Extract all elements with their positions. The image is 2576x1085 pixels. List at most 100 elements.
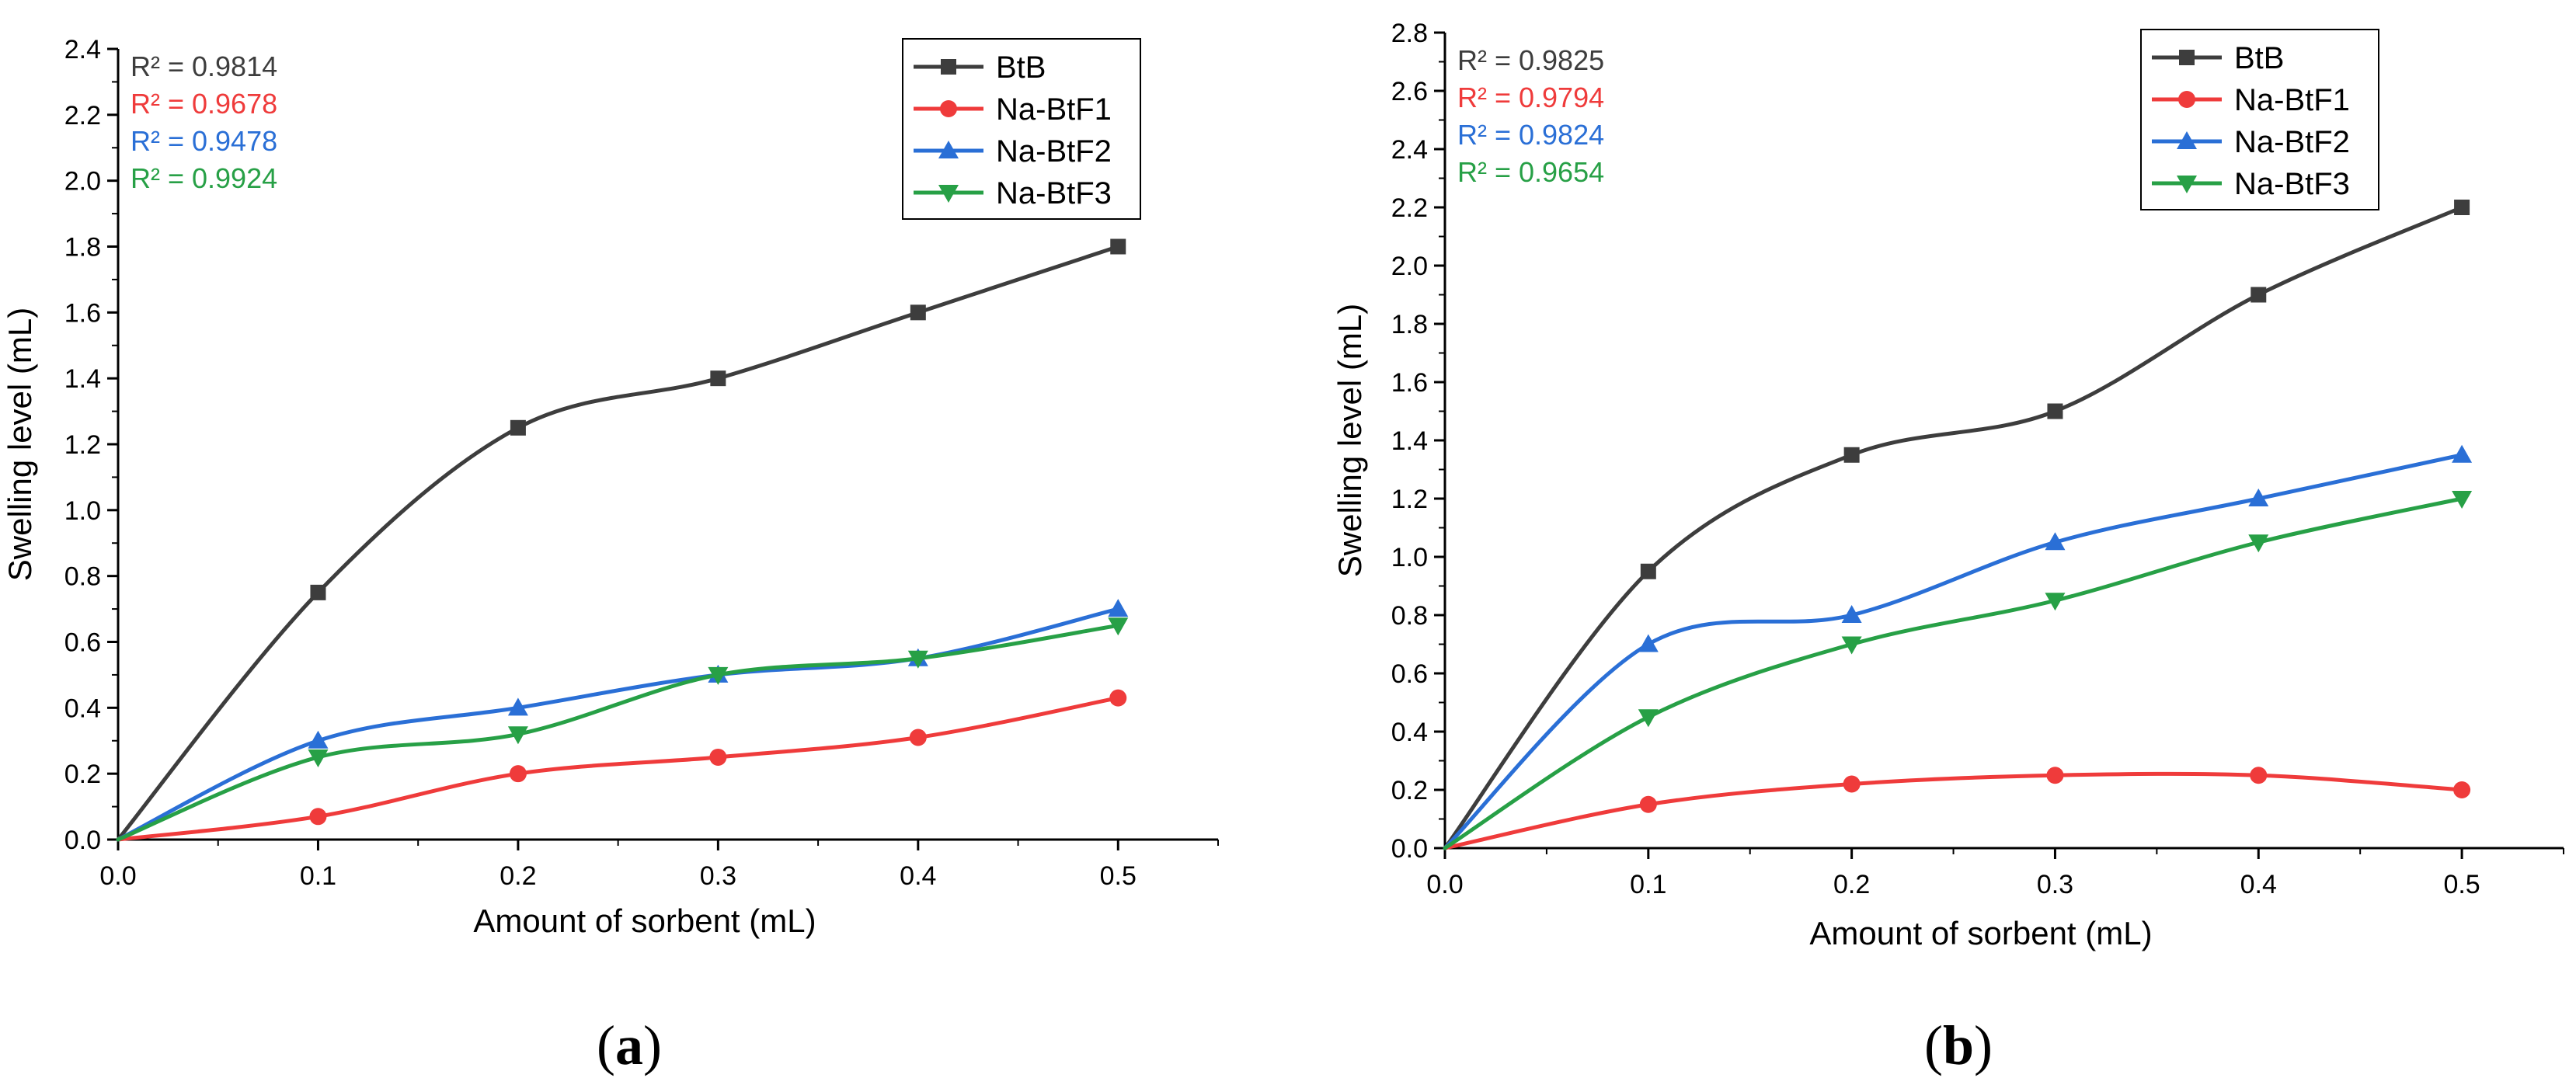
data-point-na-btf3-a: [1108, 617, 1129, 636]
y-tick-label-a: 2.4: [64, 35, 101, 64]
data-point-na-btf1-a: [709, 748, 727, 766]
x-tick-label-a: 0.0: [99, 861, 136, 891]
data-point-na-btf3-b: [2045, 593, 2066, 611]
chart-panel-b: 0.0 0.2 0.4 0.6 0.8 1.0 1.2 1.4 1.6 1.8 2.0 2.2 2.4 2…: [1332, 19, 2564, 1076]
y-tick-label-a: 0.4: [64, 694, 101, 723]
data-point-na-btf1-a: [909, 729, 927, 746]
data-point-na-btf1-a: [1109, 689, 1127, 707]
r2-label-na-btf2-b: R² = 0.9824: [1457, 119, 1604, 151]
series-line-na-btf3-a: [116, 623, 1120, 842]
r2-label-na-btf2-a: R² = 0.9478: [131, 125, 277, 157]
y-tick-label-b: 2.4: [1391, 135, 1428, 165]
data-point-na-btf1-b: [2250, 767, 2268, 784]
r2-label-btb-a: R² = 0.9814: [131, 50, 277, 82]
x-tick-label-a: 0.4: [900, 861, 936, 891]
legend-marker-btb-b: [2179, 50, 2195, 65]
x-axis-title-b: Amount of sorbent (mL): [1809, 915, 2152, 951]
legend-marker-btb-a: [941, 59, 956, 75]
series-line-na-btf1-b: [1443, 771, 2464, 850]
data-point-na-btf2-b: [2045, 532, 2066, 551]
legend-label-na-btf2-a: Na-BtF2: [996, 134, 1112, 169]
data-point-na-btf1-b: [2453, 781, 2471, 798]
series-line-na-btf1-a: [116, 696, 1120, 842]
data-point-na-btf2-b: [1638, 634, 1659, 652]
data-point-na-btf1-b: [1843, 775, 1861, 793]
y-tick-label-a: 1.2: [64, 430, 101, 460]
x-tick-label-b: 0.1: [1630, 870, 1666, 899]
r2-label-na-btf3-a: R² = 0.9924: [131, 162, 277, 194]
x-tick-label-b: 0.3: [2037, 870, 2073, 899]
data-point-na-btf3-b: [1841, 636, 1862, 655]
data-point-na-btf3-a: [507, 726, 528, 745]
legend-marker-na-btf3-a: [938, 185, 959, 203]
legend-label-na-btf2-b: Na-BtF2: [2234, 125, 2350, 159]
data-point-btb-a: [510, 419, 526, 436]
data-point-btb-a: [1110, 238, 1126, 255]
x-tick-label-a: 0.1: [300, 861, 336, 891]
y-tick-label-b: 2.8: [1391, 19, 1428, 48]
y-axis-title-a: Swelling level (mL): [2, 308, 38, 581]
legend-label-na-btf1-a: Na-BtF1: [996, 92, 1112, 127]
y-tick-label-a: 2.2: [64, 101, 101, 130]
data-point-na-btf3-a: [708, 666, 729, 685]
data-point-btb-b: [2454, 200, 2470, 215]
data-point-na-btf3-b: [2452, 491, 2473, 509]
data-point-na-btf2-a: [507, 697, 528, 716]
y-tick-label-a: 0.6: [64, 628, 101, 658]
y-tick-label-b: 2.6: [1391, 77, 1428, 106]
legend-label-btb-b: BtB: [2234, 41, 2284, 75]
y-tick-label-a: 0.8: [64, 562, 101, 592]
x-axis-title-a: Amount of sorbent (mL): [473, 902, 816, 939]
x-tick-label-a: 0.5: [1100, 861, 1137, 891]
x-tick-label-a: 0.2: [500, 861, 536, 891]
data-point-btb-b: [1640, 563, 1656, 579]
legend-label-na-btf1-b: Na-BtF1: [2234, 83, 2350, 117]
x-tick-label-a: 0.3: [700, 861, 736, 891]
data-point-btb-a: [910, 304, 926, 321]
x-tick-label-b: 0.2: [1833, 870, 1870, 899]
y-tick-label-a: 1.4: [64, 364, 101, 394]
y-tick-label-b: 1.0: [1391, 543, 1428, 572]
y-tick-label-a: 2.0: [64, 167, 101, 196]
legend-marker-na-btf3-b: [2177, 176, 2197, 193]
legend-label-na-btf3-a: Na-BtF3: [996, 176, 1112, 210]
series-line-na-btf3-b: [1443, 496, 2464, 850]
data-point-na-btf1-b: [2046, 767, 2064, 784]
legend-marker-na-btf2-a: [938, 141, 959, 158]
y-tick-label-b: 0.2: [1391, 776, 1428, 805]
y-tick-label-a: 0.2: [64, 760, 101, 789]
series-line-na-btf2-a: [116, 607, 1120, 842]
data-point-na-btf3-a: [907, 650, 928, 669]
data-point-btb-b: [2251, 287, 2267, 303]
data-point-na-btf2-a: [1108, 599, 1129, 617]
data-point-na-btf3-a: [308, 749, 329, 767]
series-line-na-btf2-b: [1443, 453, 2464, 850]
data-point-na-btf1-a: [309, 808, 327, 826]
y-tick-label-b: 1.2: [1391, 485, 1428, 514]
legend-label-na-btf3-b: Na-BtF3: [2234, 167, 2350, 201]
legend-label-btb-a: BtB: [996, 50, 1046, 85]
y-tick-label-b: 1.4: [1391, 426, 1428, 456]
y-tick-label-b: 2.2: [1391, 193, 1428, 223]
y-tick-label-a: 1.0: [64, 496, 101, 526]
r2-label-btb-b: R² = 0.9825: [1457, 44, 1604, 76]
panel-label-b: (b): [1924, 1014, 1993, 1076]
y-tick-label-a: 0.0: [64, 826, 101, 855]
data-point-na-btf3-b: [2248, 534, 2269, 553]
x-tick-label-b: 0.0: [1426, 870, 1463, 899]
y-tick-label-a: 1.6: [64, 298, 101, 328]
data-point-btb-b: [2047, 403, 2063, 419]
legend-marker-na-btf1-a: [940, 100, 957, 117]
series-line-btb-a: [116, 245, 1120, 842]
y-tick-label-b: 2.0: [1391, 252, 1428, 281]
data-point-na-btf3-b: [1638, 709, 1659, 728]
r2-label-na-btf3-b: R² = 0.9654: [1457, 156, 1604, 188]
data-point-na-btf2-b: [2452, 444, 2473, 463]
y-tick-label-b: 0.4: [1391, 718, 1428, 747]
data-point-na-btf1-a: [509, 765, 527, 783]
y-tick-label-a: 1.8: [64, 233, 101, 263]
series-line-btb-b: [1443, 205, 2464, 850]
chart-panel-a: 0.0 0.2 0.4 0.6 0.8 1.0 1.2 1.4 1.6 1.8 2.0 2.2 2.4 0…: [2, 35, 1219, 1076]
legend-marker-na-btf2-b: [2177, 131, 2197, 149]
